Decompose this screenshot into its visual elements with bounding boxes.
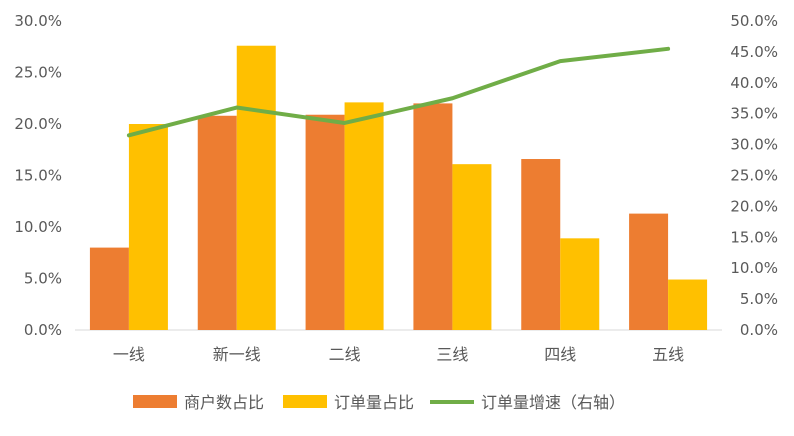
right-tick-label: 10.0%	[730, 259, 778, 277]
left-tick-label: 15.0%	[14, 167, 62, 185]
category-label: 一线	[113, 345, 145, 364]
category-labels: 一线 新一线 二线 三线 四线 五线	[113, 345, 684, 364]
left-tick-label: 0.0%	[24, 321, 62, 339]
bar-merchant-share	[197, 115, 237, 330]
legend: 商户数占比 订单量占比 订单量增速（右轴）	[133, 393, 625, 412]
bar-merchant-share	[305, 114, 345, 330]
right-tick-label: 40.0%	[730, 74, 778, 92]
legend-label: 订单量增速（右轴）	[481, 393, 625, 412]
bar-order-share	[128, 124, 168, 330]
right-tick-label: 50.0%	[730, 12, 778, 30]
bar-merchant-share	[521, 159, 561, 330]
bar-merchant-share	[629, 213, 669, 330]
left-tick-label: 5.0%	[24, 270, 62, 288]
right-tick-label: 20.0%	[730, 197, 778, 215]
left-tick-label: 10.0%	[14, 218, 62, 236]
left-tick-label: 20.0%	[14, 115, 62, 133]
bars-group	[89, 45, 708, 331]
left-tick-label: 30.0%	[14, 12, 62, 30]
legend-swatch	[133, 395, 177, 408]
right-tick-label: 5.0%	[740, 290, 778, 308]
line-order-growth	[126, 46, 671, 138]
bar-order-share	[452, 164, 492, 330]
right-tick-label: 0.0%	[740, 321, 778, 339]
legend-swatch	[283, 395, 327, 408]
category-label: 新一线	[213, 345, 261, 364]
bar-order-share	[236, 45, 276, 330]
category-label: 二线	[329, 345, 361, 364]
right-axis-ticks: 0.0% 5.0% 10.0% 15.0% 20.0% 25.0% 30.0% 35.0% 40…	[730, 12, 778, 339]
right-tick-label: 45.0%	[730, 43, 778, 61]
line-series-group	[126, 46, 671, 138]
right-tick-label: 30.0%	[730, 136, 778, 154]
category-label: 四线	[544, 345, 576, 364]
bar-merchant-share	[413, 103, 453, 331]
bar-merchant-share	[89, 247, 129, 330]
category-label: 三线	[436, 345, 468, 364]
right-tick-label: 25.0%	[730, 167, 778, 185]
left-axis-ticks: 0.0% 5.0% 10.0% 15.0% 20.0% 25.0% 30.0%	[14, 12, 62, 339]
bar-order-share	[344, 102, 384, 331]
right-tick-label: 35.0%	[730, 105, 778, 123]
legend-label: 商户数占比	[184, 393, 264, 412]
right-tick-label: 15.0%	[730, 228, 778, 246]
legend-label: 订单量占比	[334, 393, 414, 412]
bar-order-share	[560, 238, 600, 330]
bar-order-share	[668, 279, 708, 330]
category-label: 五线	[652, 345, 684, 364]
left-tick-label: 25.0%	[14, 64, 62, 82]
